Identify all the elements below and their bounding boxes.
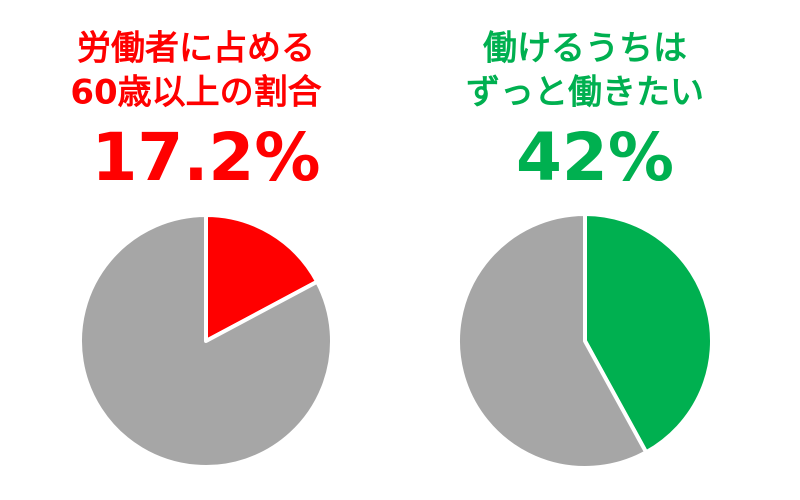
chart-title: ずっと働きたい (466, 73, 704, 113)
value-label: 42% (516, 119, 674, 196)
chart-title: 働けるうちは (483, 29, 687, 69)
chart-title: 労働者に占める (77, 29, 315, 69)
chart-title: 60歳以上の割合 (70, 73, 321, 113)
pie-slice (204, 213, 320, 343)
value-label: 17.2% (92, 119, 321, 196)
pie-slice (78, 213, 334, 469)
pie-slice (583, 212, 714, 455)
pie-slice (456, 212, 649, 470)
